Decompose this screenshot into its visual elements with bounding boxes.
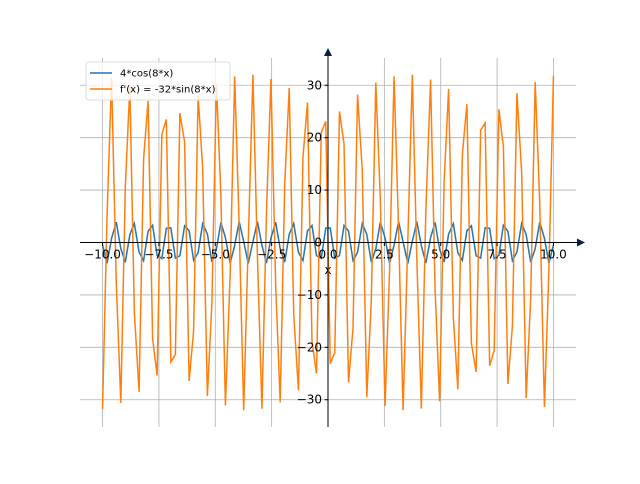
x-tick-label: 7.5 [488, 248, 507, 262]
y-tick-label: 20 [307, 131, 322, 145]
legend-label: 4*cos(8*x) [120, 69, 173, 80]
x-axis-arrow [577, 238, 585, 247]
y-tick-label: 0 [314, 236, 322, 250]
y-tick-label: 30 [307, 78, 322, 92]
x-tick-label: 5.0 [431, 248, 450, 262]
x-tick-label: −2.5 [257, 248, 286, 262]
x-tick-label: −5.0 [201, 248, 230, 262]
legend-label: f'(x) = -32*sin(8*x) [120, 85, 216, 96]
x-tick-label: 0.0 [318, 248, 337, 262]
y-tick-label: −30 [297, 393, 322, 407]
y-tick-label: −20 [297, 340, 322, 354]
y-tick-label: −10 [297, 288, 322, 302]
y-tick-label: 10 [307, 183, 322, 197]
legend-box [85, 61, 231, 101]
y-axis-arrow [324, 48, 332, 56]
x-tick-label: −10.0 [84, 248, 121, 262]
x-tick-label: 10.0 [540, 248, 567, 262]
x-tick-label: −7.5 [144, 248, 173, 262]
x-tick-label: 2.5 [375, 248, 394, 262]
